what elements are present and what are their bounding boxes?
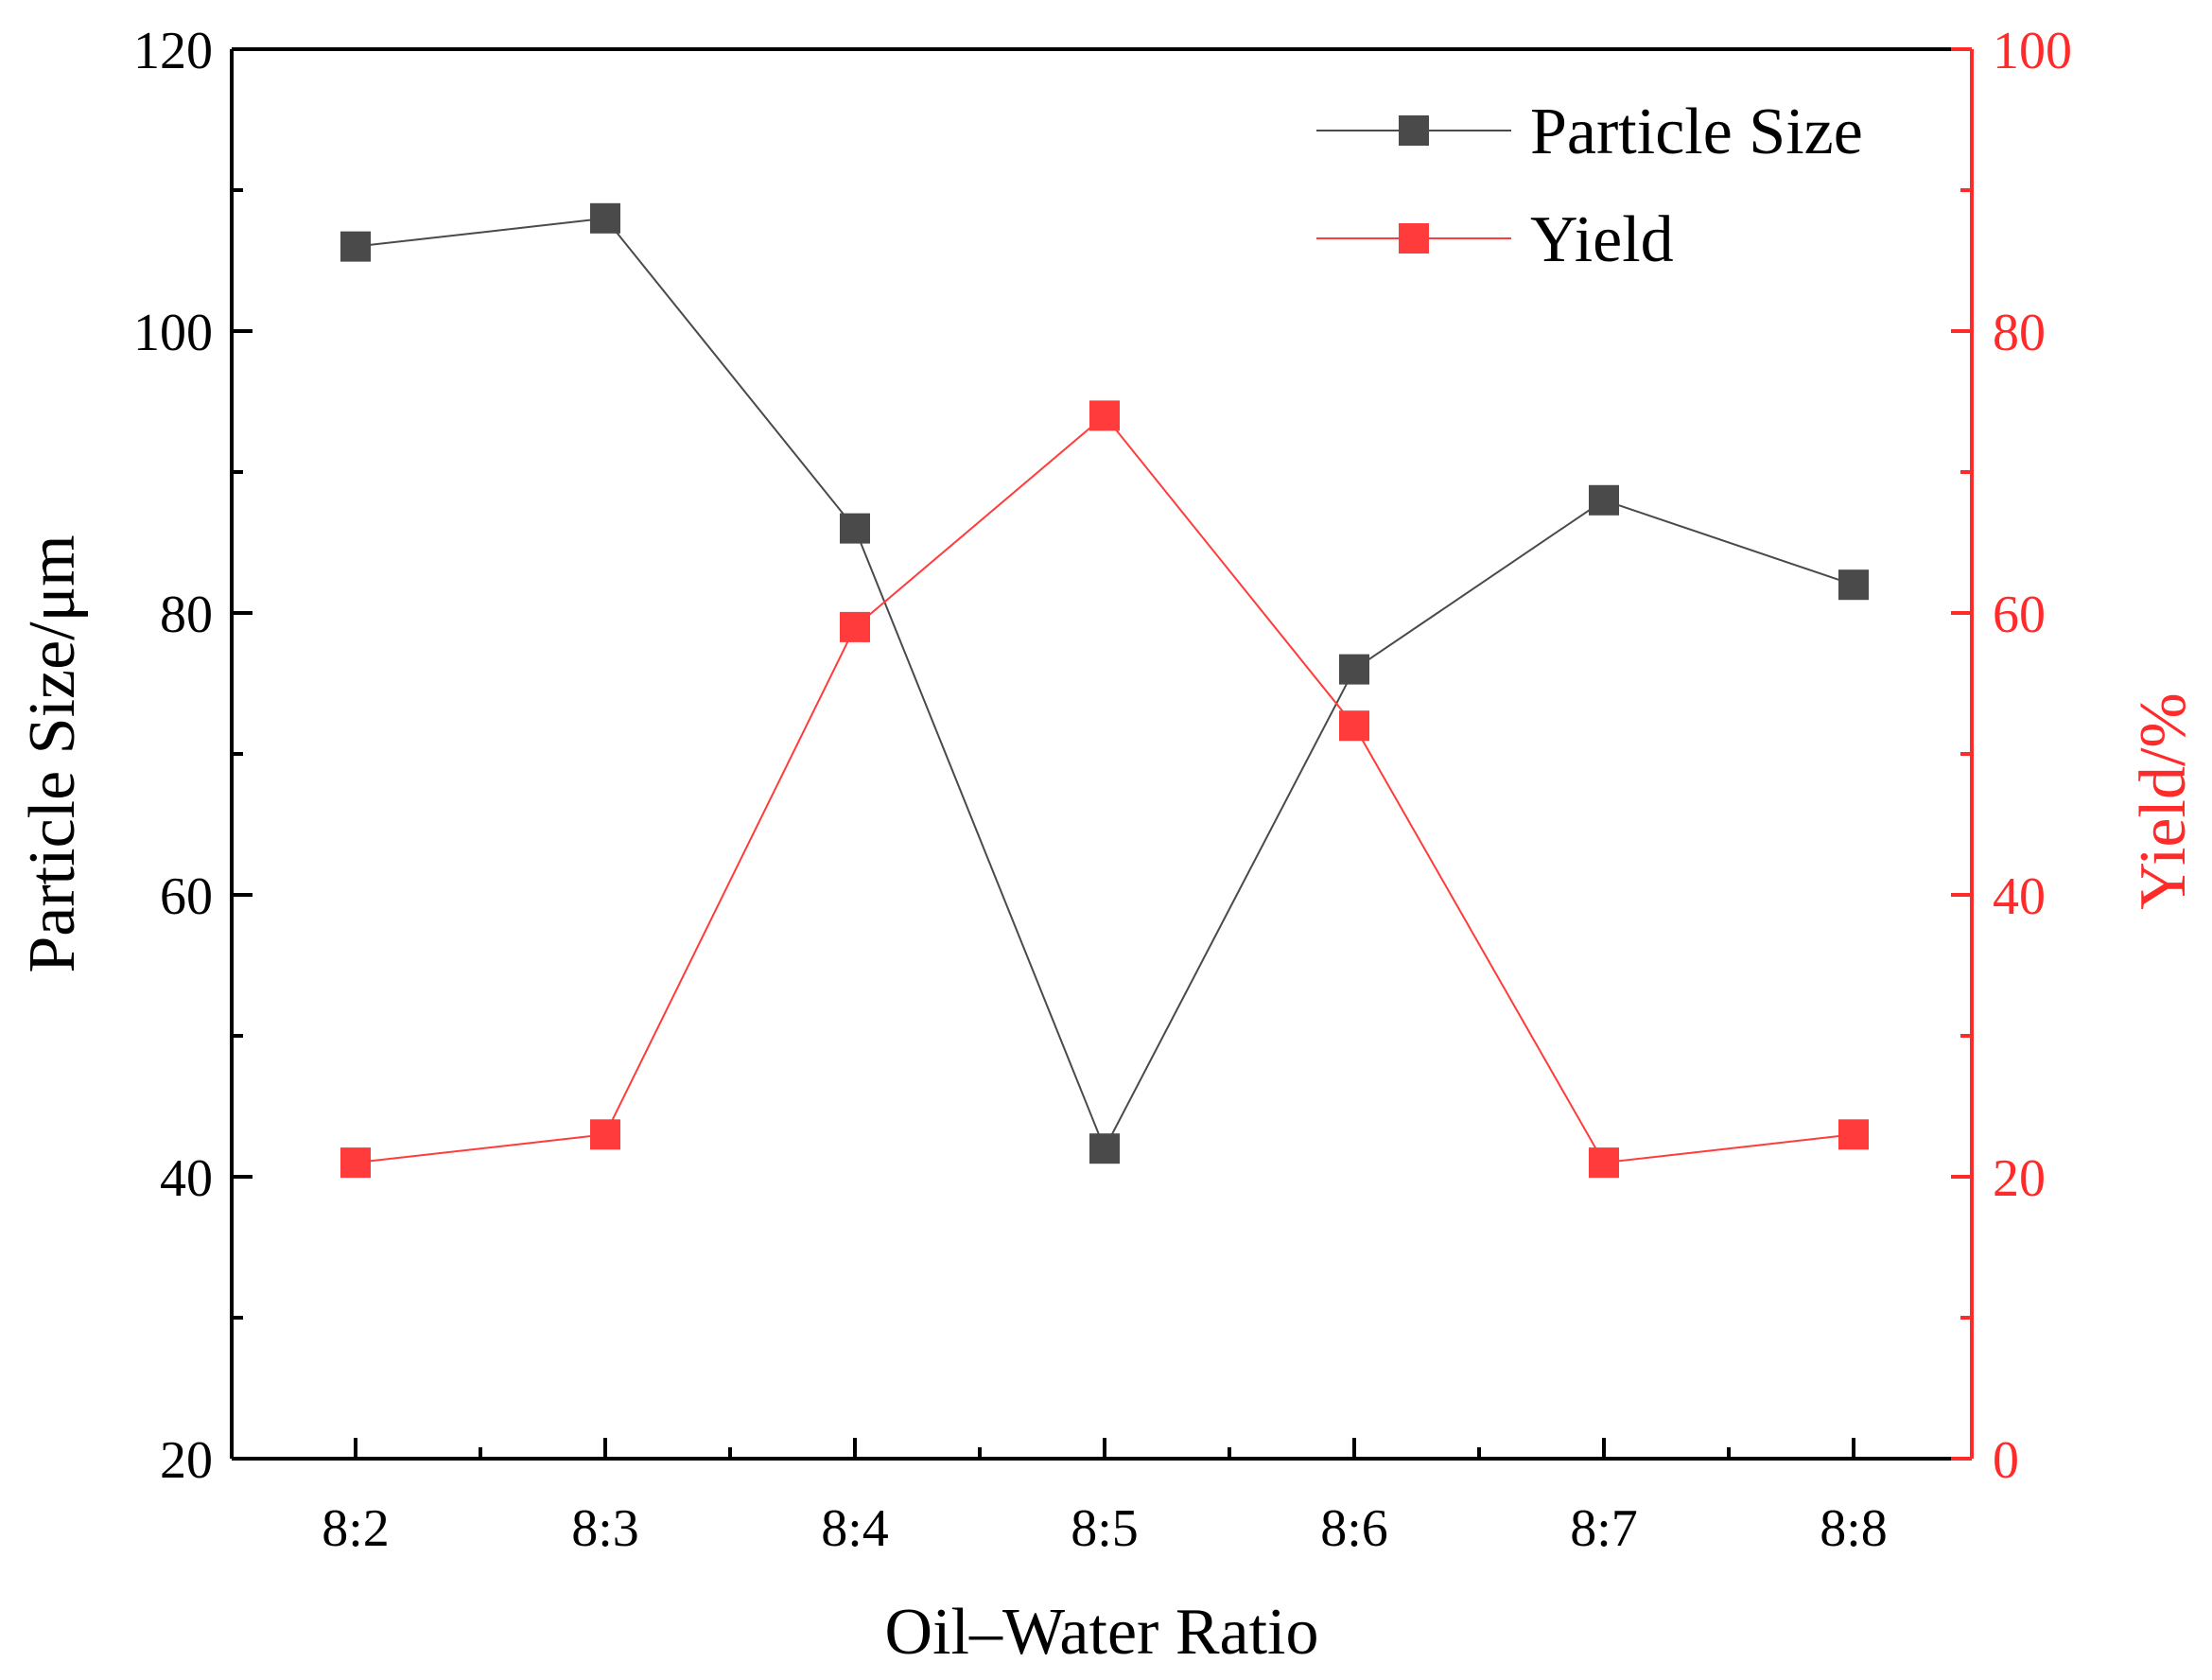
legend-marker xyxy=(1399,223,1429,254)
x-tick-label: 8:4 xyxy=(821,1499,889,1558)
x-tick-label: 8:8 xyxy=(1820,1499,1888,1558)
data-point-yield xyxy=(1089,400,1120,431)
y-right-tick-label: 60 xyxy=(1993,586,2046,644)
x-tick-label: 8:2 xyxy=(322,1499,390,1558)
data-point-yield xyxy=(590,1119,620,1150)
y-right-tick-label: 100 xyxy=(1993,22,2072,80)
data-point-yield xyxy=(1339,710,1369,742)
x-tick-label: 8:7 xyxy=(1570,1499,1638,1558)
data-point-yield xyxy=(340,1147,371,1179)
y-left-tick-label: 80 xyxy=(160,586,213,644)
data-point-yield xyxy=(1838,1119,1869,1150)
data-point-particle-size xyxy=(1089,1133,1120,1164)
x-axis-title: Oil–Water Ratio xyxy=(885,1596,1319,1669)
y-right-tick-label: 0 xyxy=(1993,1431,2019,1490)
x-tick-label: 8:6 xyxy=(1320,1499,1388,1558)
legend-marker xyxy=(1399,115,1429,146)
data-point-yield xyxy=(1589,1147,1619,1179)
data-point-particle-size xyxy=(1589,484,1619,516)
y-left-tick-label: 40 xyxy=(160,1149,213,1208)
y-left-tick-label: 60 xyxy=(160,867,213,926)
data-point-yield xyxy=(840,611,870,642)
data-point-particle-size xyxy=(340,231,371,262)
y-left-axis-title: Particle Size/μm xyxy=(16,534,89,972)
data-point-particle-size xyxy=(590,202,620,234)
y-left-tick-label: 20 xyxy=(160,1431,213,1490)
y-right-axis-title: Yield/% xyxy=(2127,692,2200,909)
x-tick-label: 8:3 xyxy=(571,1499,639,1558)
legend-label: Particle Size xyxy=(1530,96,1863,168)
legend-label: Yield xyxy=(1530,203,1674,276)
y-right-tick-label: 40 xyxy=(1993,867,2046,926)
y-left-tick-label: 100 xyxy=(133,304,213,362)
data-point-particle-size xyxy=(1838,569,1869,601)
y-right-tick-label: 20 xyxy=(1993,1149,2046,1208)
data-point-particle-size xyxy=(840,513,870,544)
y-right-tick-label: 80 xyxy=(1993,304,2046,362)
x-tick-label: 8:5 xyxy=(1071,1499,1139,1558)
y-left-tick-label: 120 xyxy=(133,22,213,80)
data-point-particle-size xyxy=(1339,654,1369,685)
